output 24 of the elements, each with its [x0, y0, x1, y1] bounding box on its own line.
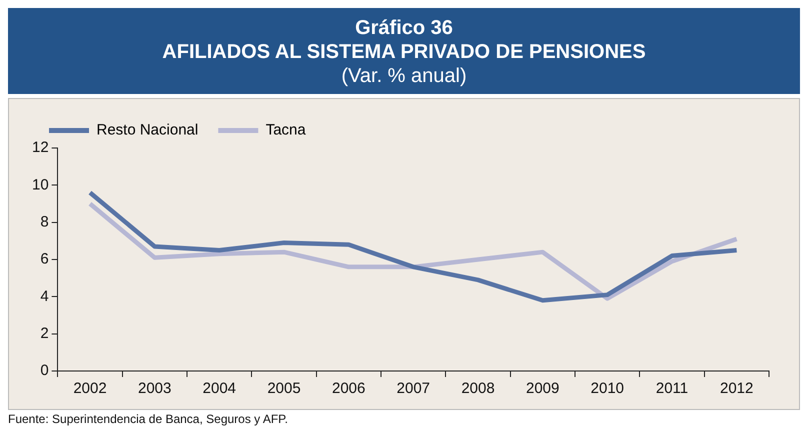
x-tick-label: 2002: [73, 380, 107, 398]
source-note: Fuente: Superintendencia de Banca, Seguros y AFP.: [8, 412, 289, 426]
y-tick-label: 8: [40, 213, 49, 230]
y-tick-label: 10: [32, 176, 49, 194]
y-tick-label: 0: [40, 362, 49, 380]
x-tick-label: 2010: [590, 380, 624, 398]
y-tick-label: 12: [32, 139, 49, 156]
x-tick-label: 2008: [461, 380, 495, 398]
x-tick-label: 2005: [267, 380, 301, 398]
y-tick-label: 4: [40, 288, 49, 305]
x-tick-label: 2004: [202, 380, 236, 398]
y-tick-label: 6: [40, 250, 49, 268]
chart-subtitle: AFILIADOS AL SISTEMA PRIVADO DE PENSIONES: [161, 40, 647, 64]
y-axis-title: (Var. % anual): [340, 64, 468, 88]
y-tick-label: 2: [40, 324, 49, 342]
legend-label: Resto Nacional: [96, 122, 198, 139]
x-tick-label: 2007: [396, 380, 430, 398]
x-tick-label: 2009: [526, 380, 560, 398]
x-tick-label: 2012: [720, 380, 754, 398]
x-tick-label: 2003: [138, 380, 172, 398]
legend-label: Tacna: [266, 122, 306, 139]
x-tick-label: 2006: [332, 380, 366, 398]
x-tick-label: 2011: [656, 380, 688, 398]
chart-title: Gráfico 36: [354, 16, 454, 40]
